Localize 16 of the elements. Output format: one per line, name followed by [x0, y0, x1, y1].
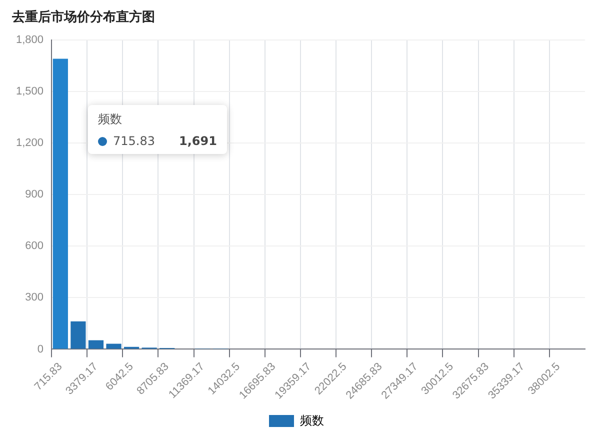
bar [70, 321, 86, 349]
y-tick-label: 900 [25, 188, 44, 201]
chart-title: 去重后市场价分布直方图 [12, 8, 155, 26]
y-tick-label: 1,500 [16, 86, 44, 98]
y-tick-label: 1,800 [16, 34, 44, 46]
annotation: 频数 [98, 111, 123, 128]
bar [52, 58, 68, 349]
y-tick-label: 300 [25, 292, 44, 304]
annotation: 715.83 [113, 134, 155, 148]
y-tick-label: 1,200 [16, 137, 44, 150]
bar [88, 340, 104, 349]
annotation: 1,691 [179, 134, 217, 148]
y-tick-label: 0 [37, 343, 44, 356]
legend-label: 频数 [300, 413, 324, 428]
y-tick-label: 600 [25, 240, 44, 252]
bar [106, 344, 122, 349]
